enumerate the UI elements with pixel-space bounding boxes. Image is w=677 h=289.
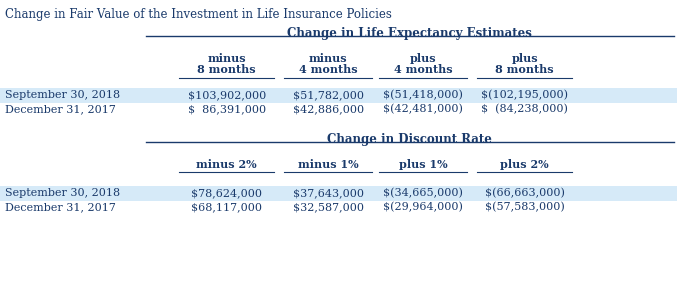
Text: $(51,418,000): $(51,418,000): [383, 90, 463, 100]
Text: minus 2%: minus 2%: [196, 159, 257, 170]
Text: $32,587,000: $32,587,000: [293, 202, 364, 212]
Text: $  86,391,000: $ 86,391,000: [188, 104, 266, 114]
Text: $42,886,000: $42,886,000: [292, 104, 364, 114]
Text: plus 1%: plus 1%: [399, 159, 447, 170]
Text: minus: minus: [309, 53, 348, 64]
FancyBboxPatch shape: [0, 186, 677, 201]
Text: September 30, 2018: September 30, 2018: [5, 90, 121, 100]
FancyBboxPatch shape: [0, 88, 677, 103]
Text: $(102,195,000): $(102,195,000): [481, 90, 568, 100]
Text: minus: minus: [207, 53, 246, 64]
Text: 8 months: 8 months: [496, 64, 554, 75]
Text: $51,782,000: $51,782,000: [293, 90, 364, 100]
Text: minus 1%: minus 1%: [298, 159, 359, 170]
Text: $(34,665,000): $(34,665,000): [383, 188, 463, 198]
Text: 4 months: 4 months: [299, 64, 357, 75]
Text: Change in Discount Rate: Change in Discount Rate: [327, 133, 492, 146]
Text: September 30, 2018: September 30, 2018: [5, 188, 121, 198]
Text: 8 months: 8 months: [198, 64, 256, 75]
Text: December 31, 2017: December 31, 2017: [5, 104, 116, 114]
Text: $(42,481,000): $(42,481,000): [383, 104, 463, 114]
Text: Change in Fair Value of the Investment in Life Insurance Policies: Change in Fair Value of the Investment i…: [5, 8, 392, 21]
Text: $78,624,000: $78,624,000: [192, 188, 262, 198]
Text: $103,902,000: $103,902,000: [188, 90, 266, 100]
Text: 4 months: 4 months: [394, 64, 452, 75]
Text: $(57,583,000): $(57,583,000): [485, 202, 565, 212]
Text: $37,643,000: $37,643,000: [293, 188, 364, 198]
Text: December 31, 2017: December 31, 2017: [5, 202, 116, 212]
Text: plus 2%: plus 2%: [500, 159, 549, 170]
Text: Change in Life Expectancy Estimates: Change in Life Expectancy Estimates: [287, 27, 532, 40]
Text: $(66,663,000): $(66,663,000): [485, 188, 565, 198]
Text: $  (84,238,000): $ (84,238,000): [481, 104, 568, 114]
Text: $68,117,000: $68,117,000: [192, 202, 262, 212]
Text: plus: plus: [410, 53, 437, 64]
Text: $(29,964,000): $(29,964,000): [383, 202, 463, 212]
Text: plus: plus: [511, 53, 538, 64]
